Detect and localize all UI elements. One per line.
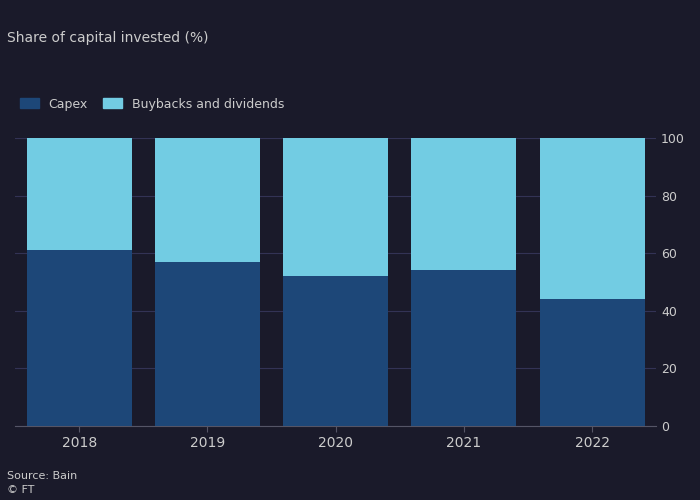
Bar	[412, 138, 517, 270]
Bar	[540, 138, 645, 299]
Bar	[27, 138, 132, 250]
Bar	[540, 299, 645, 426]
Bar	[155, 262, 260, 426]
Bar	[412, 270, 517, 426]
Bar	[283, 276, 388, 426]
Bar	[27, 250, 132, 426]
Bar	[155, 138, 260, 262]
Text: Source: Bain
© FT: Source: Bain © FT	[7, 471, 77, 495]
Bar	[283, 138, 388, 276]
Legend: Capex, Buybacks and dividends: Capex, Buybacks and dividends	[15, 92, 289, 116]
Text: Share of capital invested (%): Share of capital invested (%)	[7, 31, 209, 45]
